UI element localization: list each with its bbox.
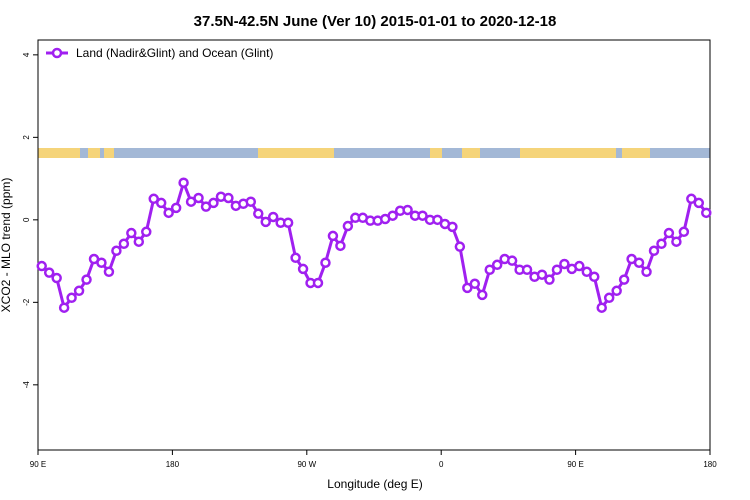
data-point [701,207,712,219]
data-point [417,210,428,221]
data-point [521,264,533,275]
data-point [312,277,324,289]
data-point [81,274,92,285]
y-tick-label: 4 [22,52,31,57]
plot-frame [37,39,711,451]
data-point [342,220,354,232]
data-point [611,285,622,297]
data-point [618,274,630,285]
data-point [454,241,466,252]
y-axis-label: XCO2 - MLO trend (ppm) [0,178,13,313]
data-point [223,192,234,204]
data-point [581,266,593,278]
data-point [267,211,279,223]
data-point [462,282,473,294]
legend-marker [51,47,63,59]
data-point [335,240,346,252]
data-point [133,236,145,247]
chart-title: 37.5N-42.5N June (Ver 10) 2015-01-01 to … [194,13,557,30]
data-point [178,177,189,188]
data-point [111,245,122,257]
data-point [551,264,563,275]
data-point [603,292,615,304]
data-point [671,236,682,247]
data-point [36,260,47,272]
data-point [73,285,85,297]
data-point [96,257,107,268]
data-point [43,267,55,278]
data-point [103,266,115,278]
x-tick-label: 180 [703,460,717,469]
data-point [141,226,152,238]
data-point [208,197,219,209]
data-point [663,227,675,239]
data-point [126,227,137,239]
y-tick-label: 0 [22,217,31,222]
data-point [253,208,264,219]
data-point [491,259,503,271]
data-point [574,260,585,272]
data-point [432,214,443,226]
data-point [447,221,458,233]
data-point [320,257,331,268]
data-point [656,238,667,250]
data-point [633,257,645,268]
data-point [51,272,62,284]
data-point [58,302,70,313]
y-tick-label: -2 [22,298,31,306]
data-point [297,263,309,275]
x-tick-label: 90 E [567,460,583,469]
data-point [589,271,600,283]
data-point [484,264,495,275]
data-point [686,193,697,205]
data-point [387,210,398,221]
x-tick-label: 90 E [30,460,46,469]
data-point [469,278,481,290]
data-point [559,258,570,270]
data-point [260,216,271,228]
data-point [327,230,339,242]
data-point [148,193,159,205]
data-point [118,238,130,250]
data-point [596,302,607,313]
data-point [693,197,705,209]
data-point [678,226,690,238]
data-point [648,245,660,257]
land-ocean-strip [38,148,710,158]
data-point [66,292,77,304]
data-point [402,204,413,216]
data-point [155,197,167,209]
data-point [193,192,204,204]
data-point [536,269,548,280]
data-point [506,255,518,266]
data-point [544,274,555,285]
x-axis-label: Longitude (deg E) [327,477,422,491]
data-point [290,252,301,264]
y-tick-label: -4 [22,381,31,389]
data-point [641,266,652,278]
y-tick-label: 2 [22,135,31,140]
data-point [245,196,257,207]
x-tick-label: 90 W [297,460,316,469]
data-point [477,289,488,301]
legend-label: Land (Nadir&Glint) and Ocean (Glint) [76,46,273,60]
x-tick-label: 180 [166,460,180,469]
x-tick-label: 0 [439,460,444,469]
data-point [163,207,174,219]
data-point [170,202,182,214]
data-point [282,217,294,228]
